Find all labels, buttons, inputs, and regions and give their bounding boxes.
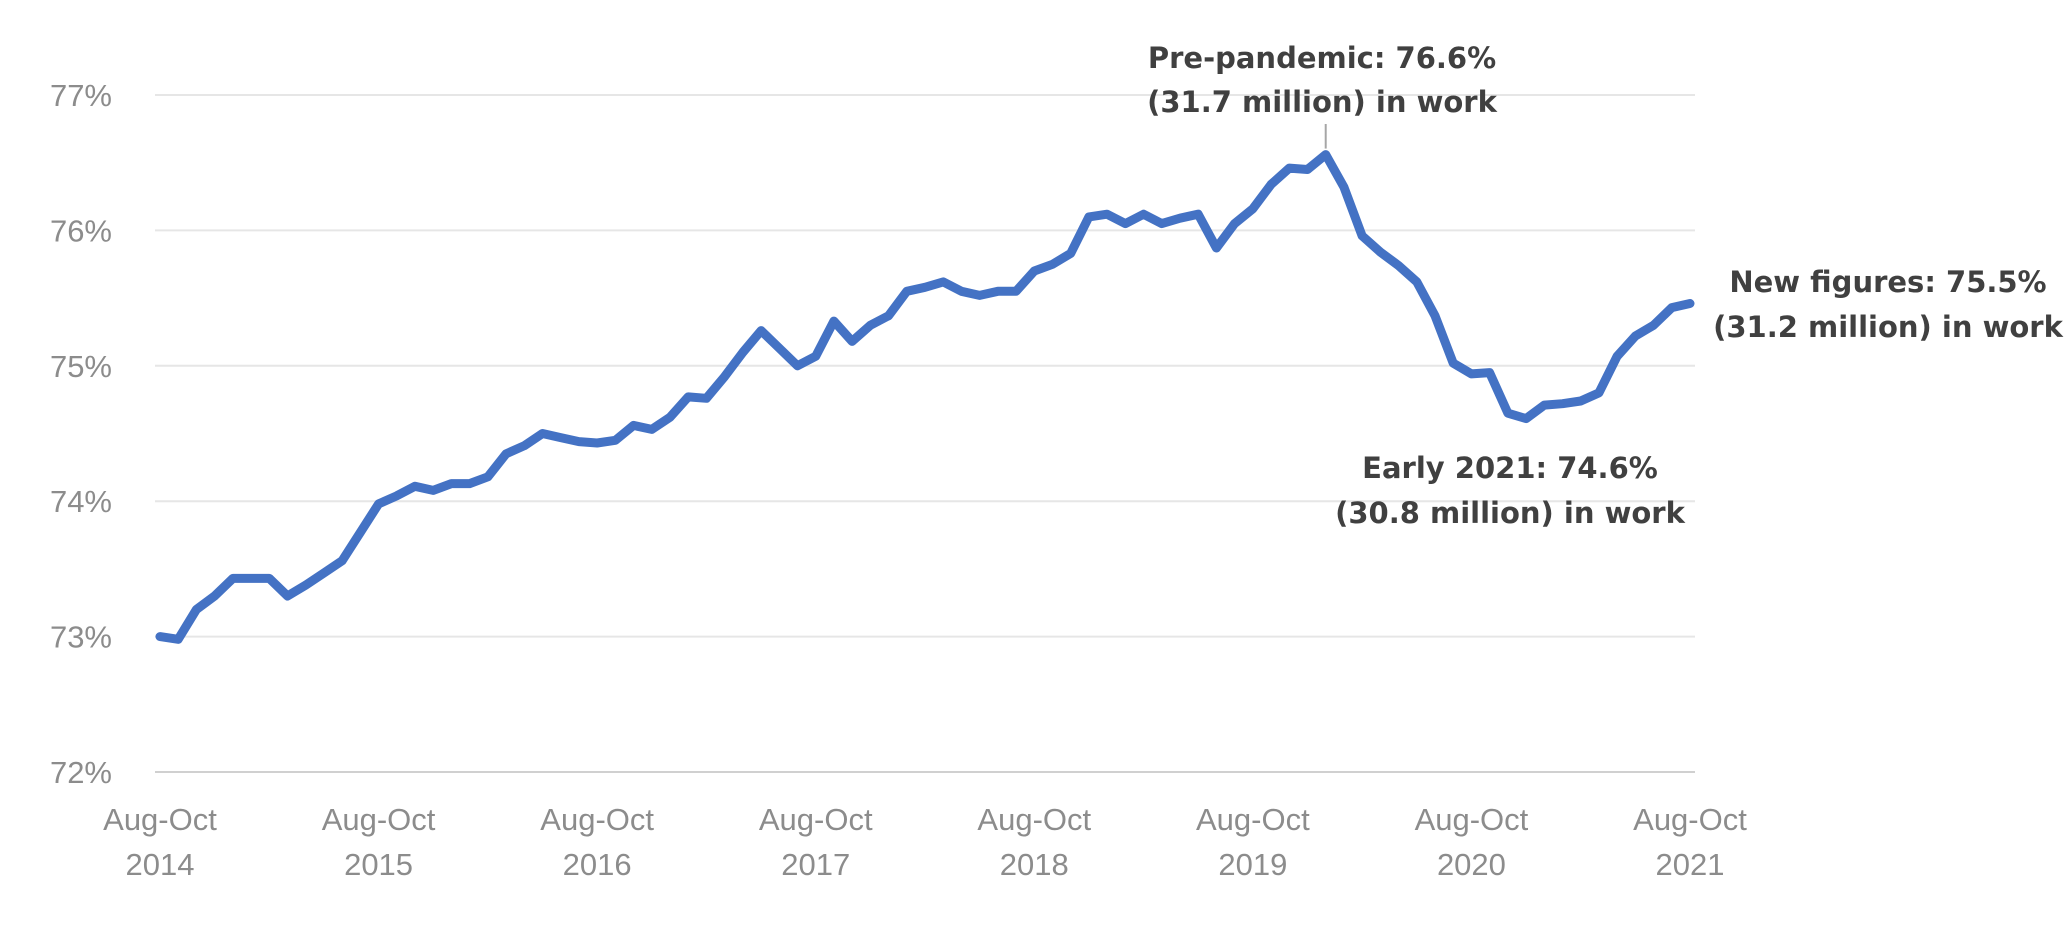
- x-tick-label-period: Aug-Oct: [540, 802, 654, 837]
- x-tick-label-year: 2018: [1000, 847, 1069, 882]
- annotation-early-2021-line1: Early 2021: 74.6%: [1362, 451, 1658, 485]
- x-tick-label-year: 2021: [1656, 847, 1725, 882]
- annotation-pre-pandemic-line2: (31.7 million) in work: [1147, 85, 1497, 119]
- x-tick-label-year: 2015: [344, 847, 413, 882]
- x-tick-label-period: Aug-Oct: [1415, 802, 1529, 837]
- y-tick-label: 77%: [50, 78, 112, 113]
- x-tick-label-period: Aug-Oct: [1633, 802, 1747, 837]
- y-tick-label: 74%: [50, 484, 112, 519]
- x-tick-label-year: 2016: [563, 847, 632, 882]
- annotation-new-figures-line2: (31.2 million) in work: [1713, 310, 2063, 344]
- y-axis-tick-labels: 72% 73% 74% 75% 76% 77%: [50, 78, 112, 790]
- annotation-early-2021-line2: (30.8 million) in work: [1335, 496, 1685, 530]
- x-tick-label-period: Aug-Oct: [103, 802, 217, 837]
- x-tick-label-year: 2017: [781, 847, 850, 882]
- employment-rate-series-line: [155, 150, 1695, 644]
- x-tick-label-year: 2020: [1437, 847, 1506, 882]
- x-axis-tick-labels: Aug-Oct 2014 Aug-Oct 2015 Aug-Oct 2016 Aug-Oct…: [103, 802, 1747, 882]
- x-tick-label-period: Aug-Oct: [1196, 802, 1310, 837]
- y-tick-label: 72%: [50, 755, 112, 790]
- x-tick-label-period: Aug-Oct: [977, 802, 1091, 837]
- gridlines: [155, 94, 1695, 773]
- x-tick-label-period: Aug-Oct: [322, 802, 436, 837]
- y-tick-label: 73%: [50, 620, 112, 655]
- y-tick-label: 75%: [50, 349, 112, 384]
- x-tick-label-year: 2019: [1218, 847, 1287, 882]
- x-tick-label-period: Aug-Oct: [759, 802, 873, 837]
- x-tick-label-year: 2014: [126, 847, 195, 882]
- annotation-pre-pandemic-line1: Pre-pandemic: 76.6%: [1148, 41, 1496, 75]
- y-tick-label: 76%: [50, 213, 112, 248]
- annotation-new-figures-line1: New figures: 75.5%: [1729, 265, 2046, 299]
